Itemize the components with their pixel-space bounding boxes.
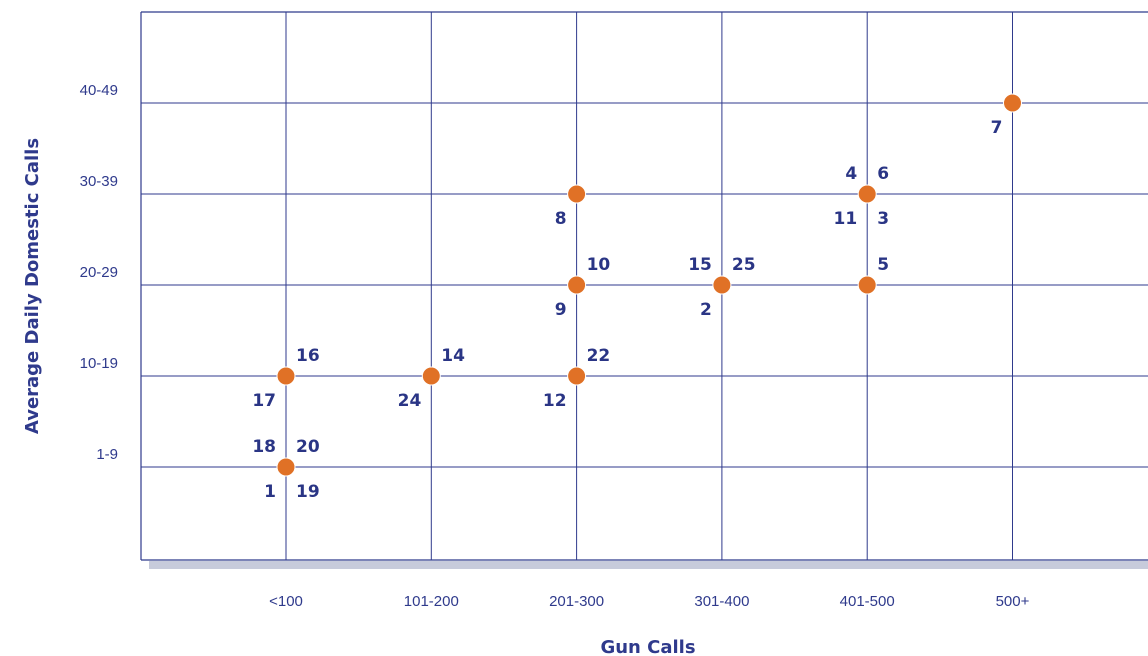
point-label: 4 [845, 164, 857, 184]
point-label: 24 [398, 391, 422, 411]
y-tick-label: 10-19 [80, 355, 118, 372]
x-tick-label: 201-300 [549, 593, 604, 610]
data-point [712, 275, 732, 295]
point-label: 15 [688, 255, 712, 275]
point-label: 7 [991, 118, 1003, 138]
data-point [567, 275, 587, 295]
data-point [857, 184, 877, 204]
data-point [276, 457, 296, 477]
point-label: 9 [555, 300, 567, 320]
grid [140, 11, 1148, 569]
point-label: 1 [264, 482, 276, 502]
y-tick-label: 30-39 [80, 173, 118, 190]
point-label: 19 [296, 482, 320, 502]
y-tick-label: 20-29 [80, 264, 118, 281]
data-point [857, 275, 877, 295]
point-label: 14 [441, 346, 465, 366]
baseline-shadow [149, 561, 1148, 569]
point-label: 17 [252, 391, 276, 411]
point-label: 8 [555, 209, 567, 229]
y-tick-label: 1-9 [96, 446, 118, 463]
point-label: 5 [877, 255, 889, 275]
point-label: 25 [732, 255, 756, 275]
data-point [567, 184, 587, 204]
point-label: 3 [877, 209, 889, 229]
x-axis-title: Gun Calls [600, 637, 695, 656]
point-label: 12 [543, 391, 567, 411]
tick-labels: <100 101-200 201-300 301-400 401-500 500+ 1-9 1… [80, 82, 1030, 610]
x-tick-label: 301-400 [694, 593, 749, 610]
point-label: 10 [587, 255, 611, 275]
x-tick-label: <100 [269, 593, 303, 610]
point-label: 22 [587, 346, 611, 366]
y-tick-label: 40-49 [80, 82, 118, 99]
x-tick-label: 101-200 [404, 593, 459, 610]
point-label: 18 [252, 437, 276, 457]
data-point [276, 366, 296, 386]
data-points [276, 93, 1022, 477]
point-label: 2 [700, 300, 712, 320]
point-label: 11 [834, 209, 858, 229]
point-label: 20 [296, 437, 320, 457]
data-point [1003, 93, 1022, 113]
x-tick-label: 401-500 [840, 593, 895, 610]
point-label: 6 [877, 164, 889, 184]
data-point [421, 366, 441, 386]
point-label: 16 [296, 346, 320, 366]
y-axis-title: Average Daily Domestic Calls [22, 138, 43, 434]
x-tick-label: 500+ [996, 593, 1030, 610]
data-point [567, 366, 587, 386]
